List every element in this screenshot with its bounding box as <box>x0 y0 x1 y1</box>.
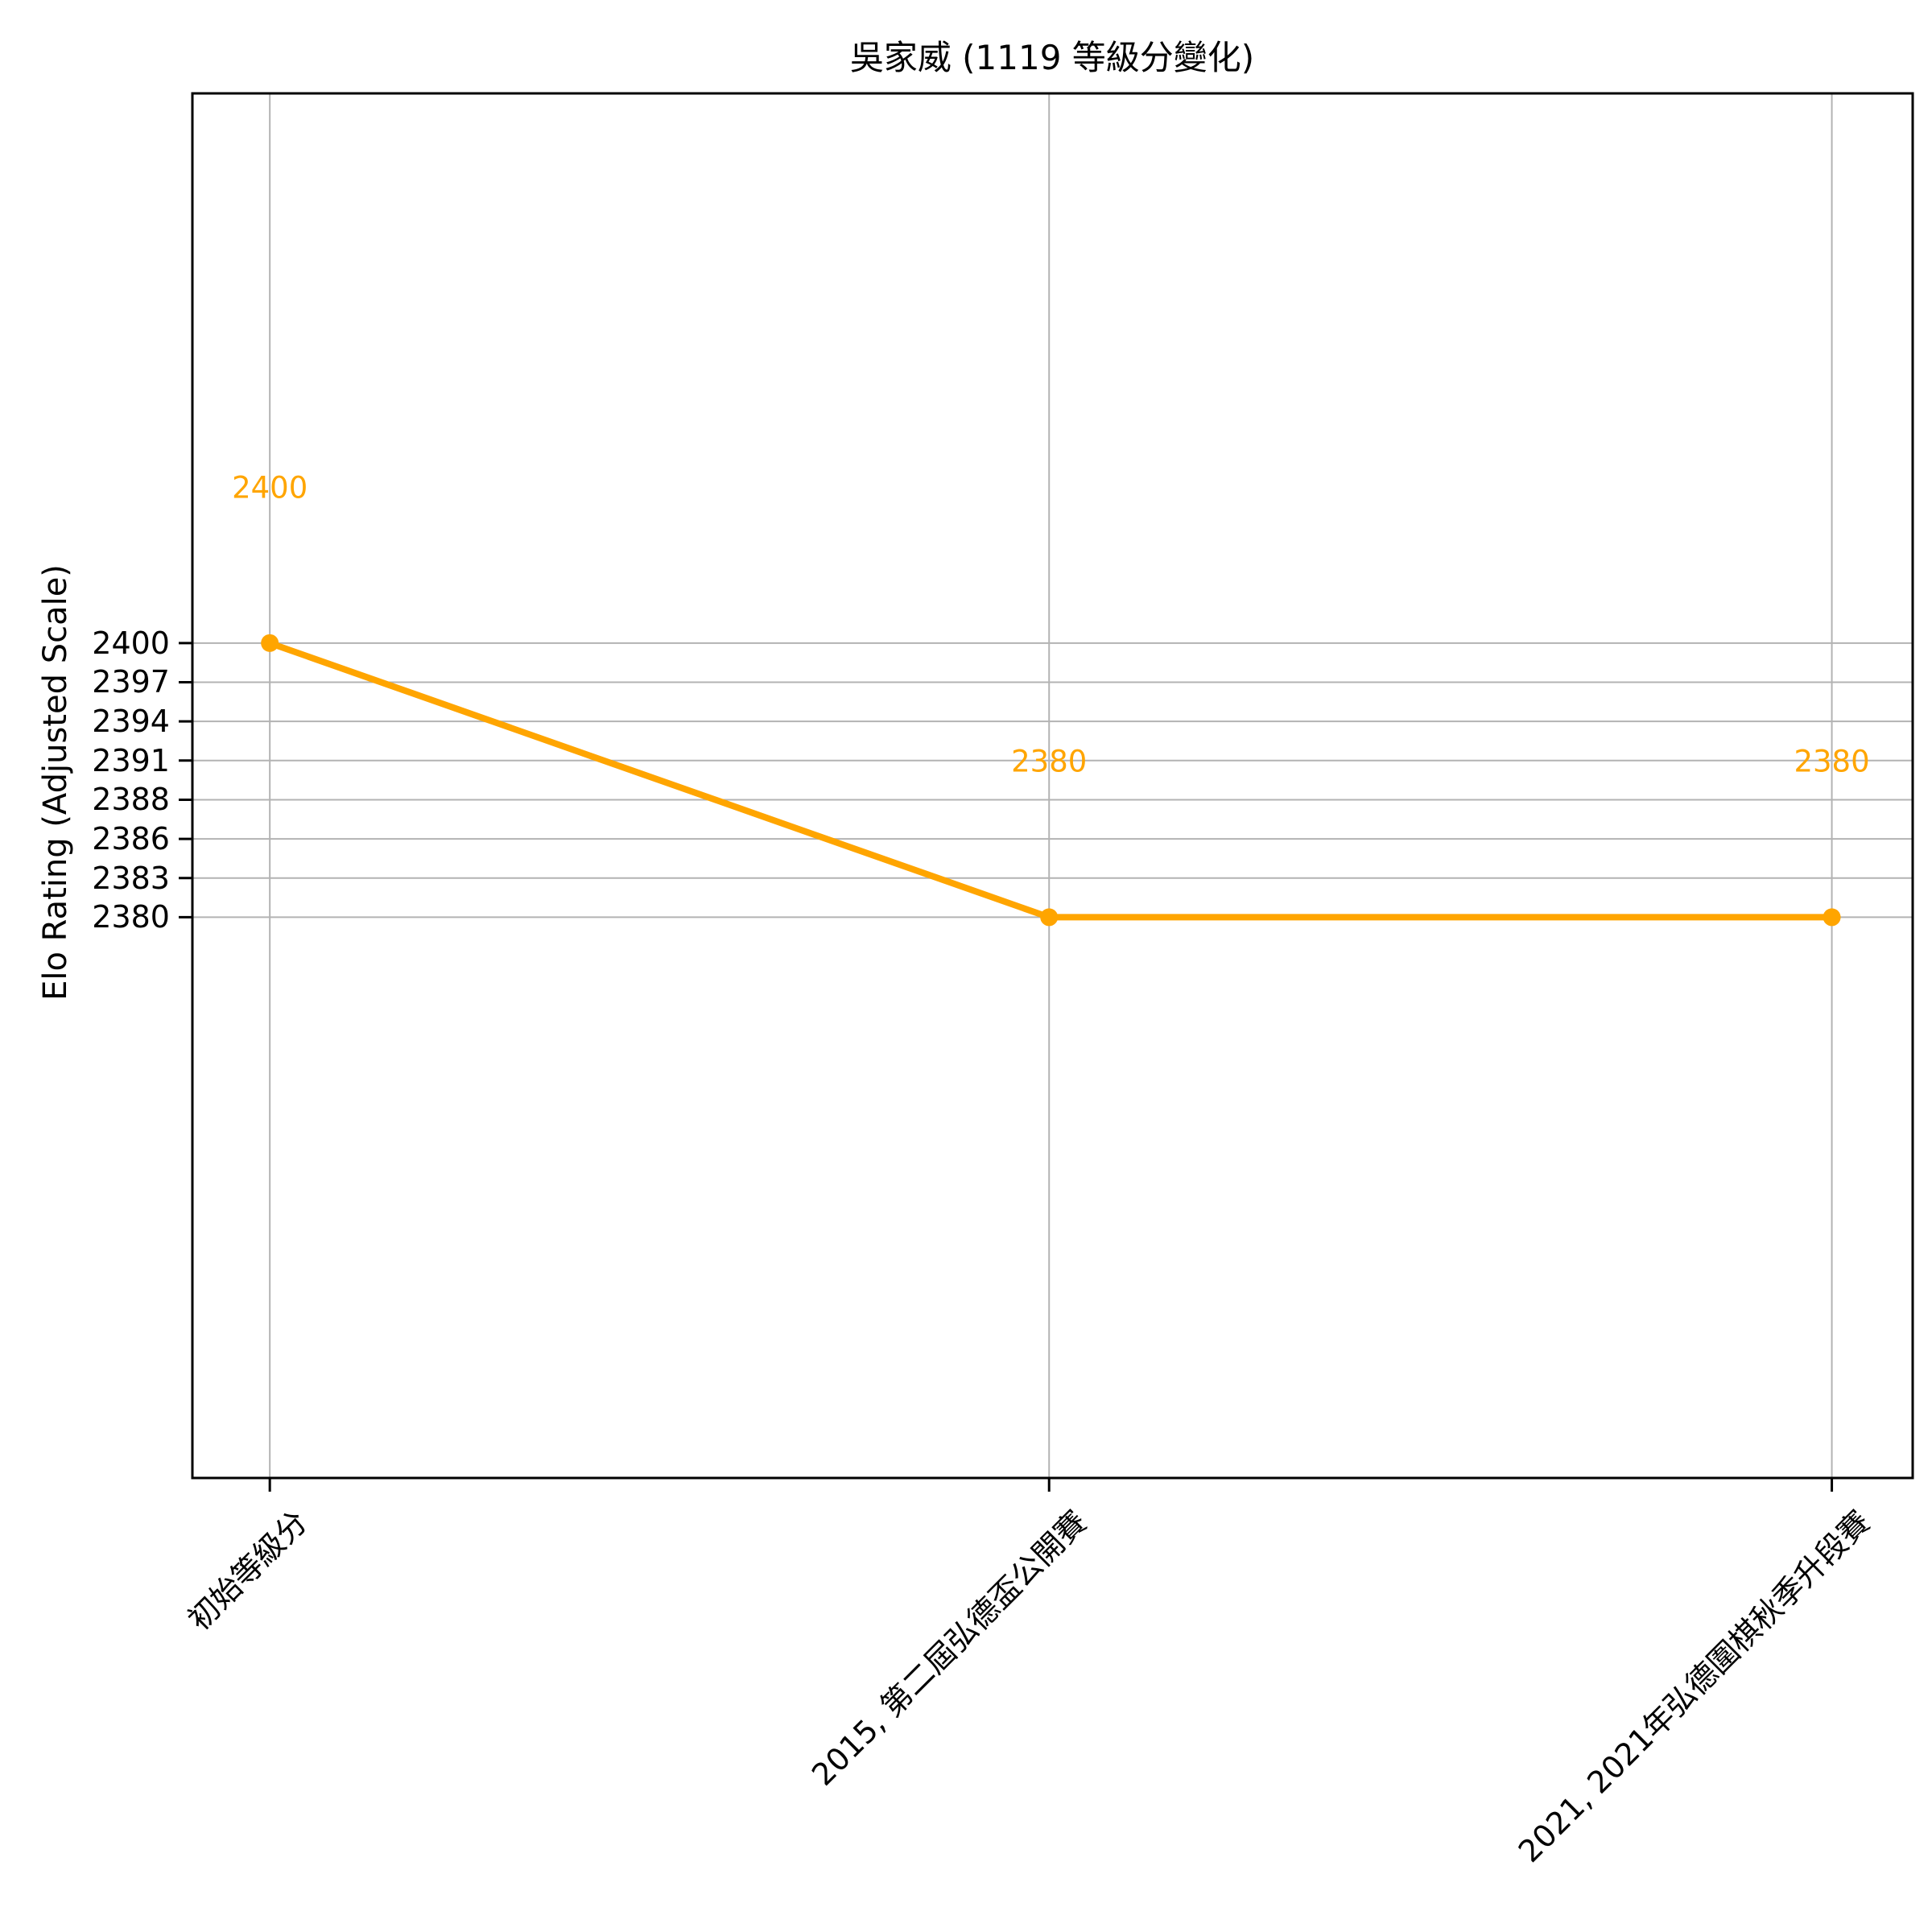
chart-title: 吳家威 (1119 等級分變化) <box>849 38 1255 77</box>
plot-border <box>191 92 1914 1480</box>
data-point-marker <box>261 634 279 652</box>
series-line <box>268 640 1832 921</box>
data-point-marker <box>1040 908 1059 927</box>
data-point-marker <box>1823 908 1841 927</box>
